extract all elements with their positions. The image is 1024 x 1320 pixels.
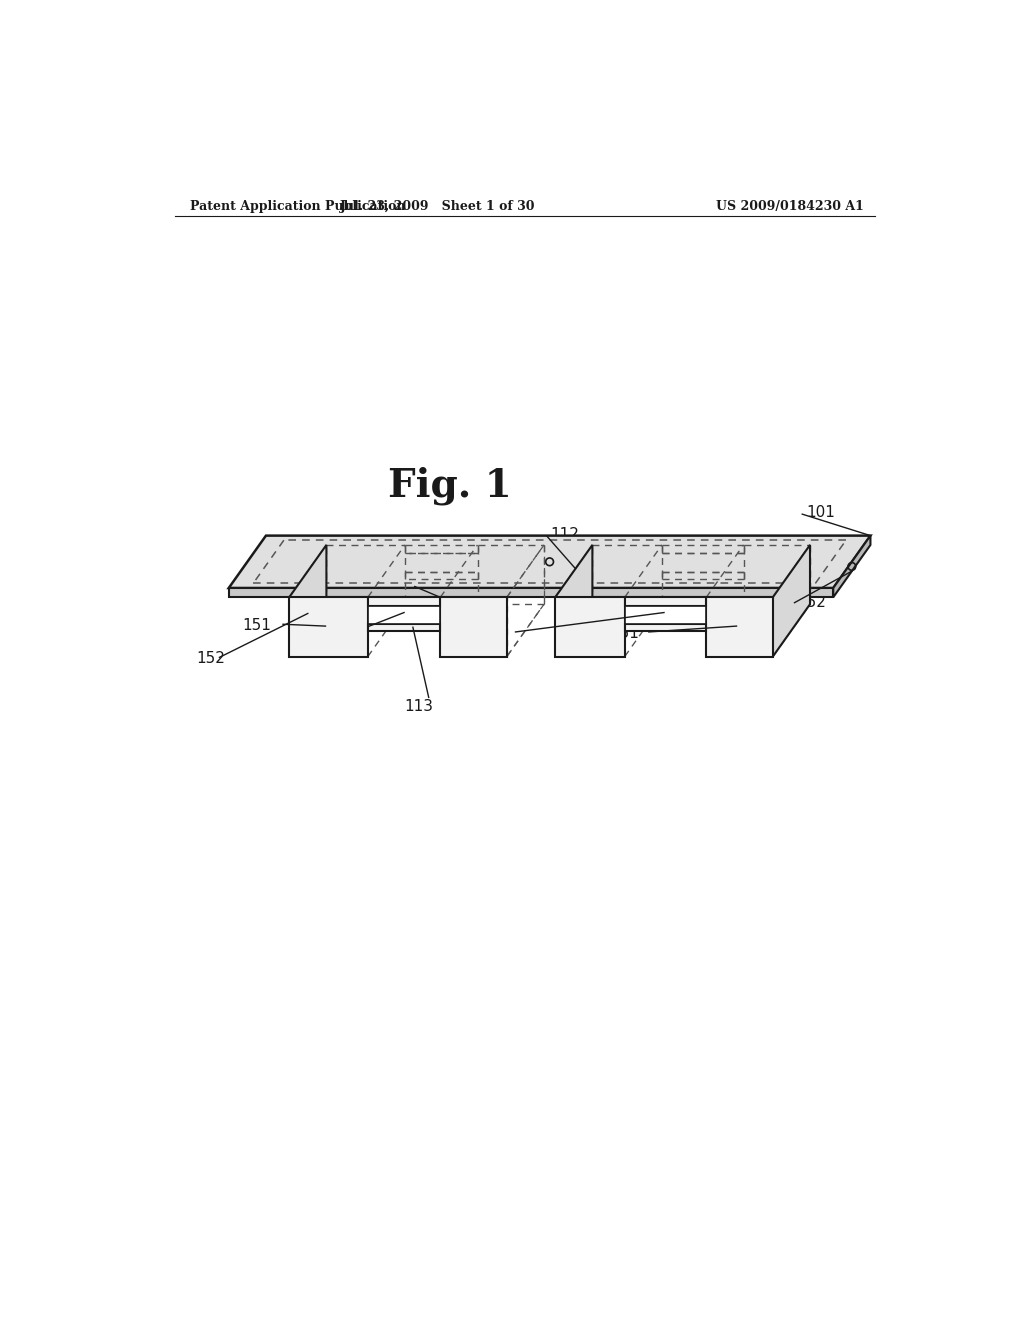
Text: Jul. 23, 2009   Sheet 1 of 30: Jul. 23, 2009 Sheet 1 of 30 — [340, 199, 536, 213]
Polygon shape — [707, 597, 773, 656]
Polygon shape — [368, 606, 440, 624]
Polygon shape — [625, 606, 707, 624]
Polygon shape — [228, 587, 834, 597]
Polygon shape — [773, 545, 810, 656]
Text: 152: 152 — [197, 651, 225, 667]
Polygon shape — [555, 545, 592, 656]
Polygon shape — [368, 624, 440, 631]
Polygon shape — [289, 545, 327, 656]
Text: 101: 101 — [806, 506, 835, 520]
Text: 152: 152 — [797, 595, 825, 610]
Text: 151: 151 — [610, 626, 640, 642]
Polygon shape — [228, 536, 870, 587]
Polygon shape — [555, 597, 625, 656]
Text: Patent Application Publication: Patent Application Publication — [190, 199, 406, 213]
Text: Fig. 1: Fig. 1 — [388, 466, 512, 506]
Polygon shape — [368, 597, 440, 606]
Polygon shape — [440, 597, 507, 656]
Polygon shape — [625, 624, 707, 631]
Text: US 2009/0184230 A1: US 2009/0184230 A1 — [717, 199, 864, 213]
Text: 113: 113 — [404, 700, 433, 714]
Polygon shape — [625, 597, 707, 606]
Text: 111: 111 — [399, 579, 428, 594]
Polygon shape — [834, 536, 870, 597]
Text: 112: 112 — [550, 527, 580, 541]
Polygon shape — [289, 597, 368, 656]
Text: 151: 151 — [243, 618, 271, 634]
Text: 155: 155 — [330, 620, 359, 636]
Text: 155: 155 — [479, 626, 508, 642]
